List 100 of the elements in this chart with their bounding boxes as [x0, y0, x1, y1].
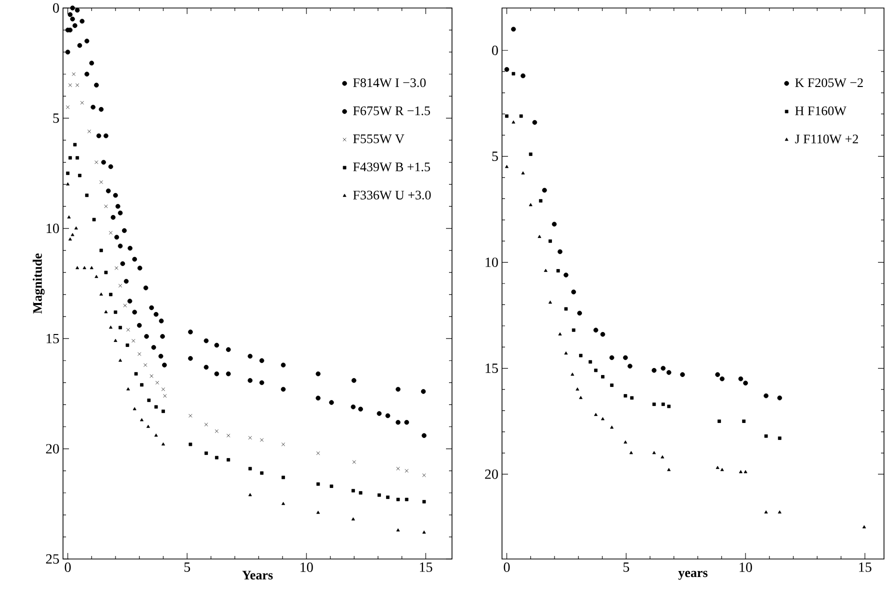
point — [718, 420, 721, 423]
point — [330, 484, 334, 488]
point — [282, 502, 286, 505]
point — [738, 470, 743, 474]
point — [65, 50, 70, 54]
point — [624, 394, 628, 398]
point — [106, 188, 111, 194]
point — [99, 292, 103, 296]
point — [188, 356, 193, 361]
point — [661, 402, 665, 406]
point — [594, 412, 598, 416]
point — [548, 300, 552, 304]
point — [352, 378, 356, 383]
point — [123, 304, 127, 308]
point — [154, 405, 158, 409]
point — [70, 6, 75, 10]
point — [72, 72, 76, 76]
point — [579, 396, 583, 400]
point — [74, 8, 80, 13]
point — [109, 292, 112, 296]
point — [329, 400, 334, 405]
point — [161, 442, 165, 446]
legend-label: F439W B +1.5 — [353, 162, 430, 172]
legend-label: J F110W +2 — [795, 134, 858, 144]
point — [132, 338, 136, 343]
point — [114, 338, 118, 342]
point — [118, 284, 122, 288]
point — [138, 352, 142, 356]
point — [358, 491, 362, 495]
point — [162, 410, 165, 414]
point — [226, 434, 230, 438]
y-tick-label: 15 — [46, 334, 59, 344]
point — [188, 442, 192, 446]
legend-label: F814W I −3.0 — [353, 78, 426, 88]
point — [108, 164, 114, 170]
point — [118, 210, 123, 216]
point — [85, 194, 89, 198]
point — [281, 442, 286, 446]
point — [716, 466, 720, 469]
point — [538, 199, 542, 203]
point — [108, 230, 113, 235]
point — [90, 266, 94, 270]
point — [149, 305, 154, 310]
point — [521, 171, 525, 174]
y-tick-label: 15 — [486, 364, 498, 373]
point — [396, 528, 400, 532]
x-tick-label: 5 — [623, 562, 630, 572]
point — [720, 376, 725, 382]
point — [114, 234, 120, 240]
y-tick-label: 0 — [53, 3, 59, 13]
point — [98, 106, 104, 112]
point — [282, 476, 285, 480]
point — [248, 493, 252, 496]
x-tick-label: 5 — [184, 562, 190, 572]
point — [571, 290, 576, 294]
point — [504, 67, 510, 72]
point — [90, 104, 96, 110]
point — [358, 406, 363, 412]
point — [316, 451, 320, 456]
y-tick-label: 20 — [485, 469, 498, 479]
point — [660, 366, 666, 371]
point — [610, 384, 614, 387]
point — [80, 18, 84, 24]
point — [160, 334, 165, 339]
point — [68, 156, 72, 160]
legend-label: F336W U +3.0 — [353, 190, 431, 200]
point — [248, 466, 252, 470]
point — [104, 204, 108, 208]
x-tick-label: 15 — [420, 562, 432, 572]
point — [667, 468, 671, 472]
point — [260, 471, 264, 475]
point — [76, 266, 80, 270]
point — [127, 298, 132, 304]
point — [624, 440, 628, 444]
point — [420, 389, 426, 394]
point — [66, 105, 70, 110]
point — [259, 380, 264, 386]
point — [629, 451, 633, 454]
point — [743, 380, 748, 386]
point — [538, 234, 542, 238]
point — [158, 318, 164, 324]
point — [558, 249, 562, 254]
x-tick-label: 10 — [740, 562, 752, 572]
legend-label: F675W R −1.5 — [353, 106, 430, 116]
point — [528, 203, 532, 206]
y-axis-title: Magnitude — [32, 254, 45, 314]
point — [94, 82, 99, 88]
point — [73, 142, 77, 146]
y-tick-label: 5 — [53, 114, 59, 123]
point — [82, 266, 86, 270]
point — [68, 12, 73, 18]
point — [77, 43, 82, 48]
point — [137, 266, 142, 270]
point — [505, 164, 509, 168]
point — [594, 368, 598, 372]
point — [352, 488, 355, 492]
point — [99, 248, 103, 252]
point — [68, 237, 72, 241]
y-tick-label: 10 — [46, 224, 59, 234]
point — [132, 256, 137, 262]
